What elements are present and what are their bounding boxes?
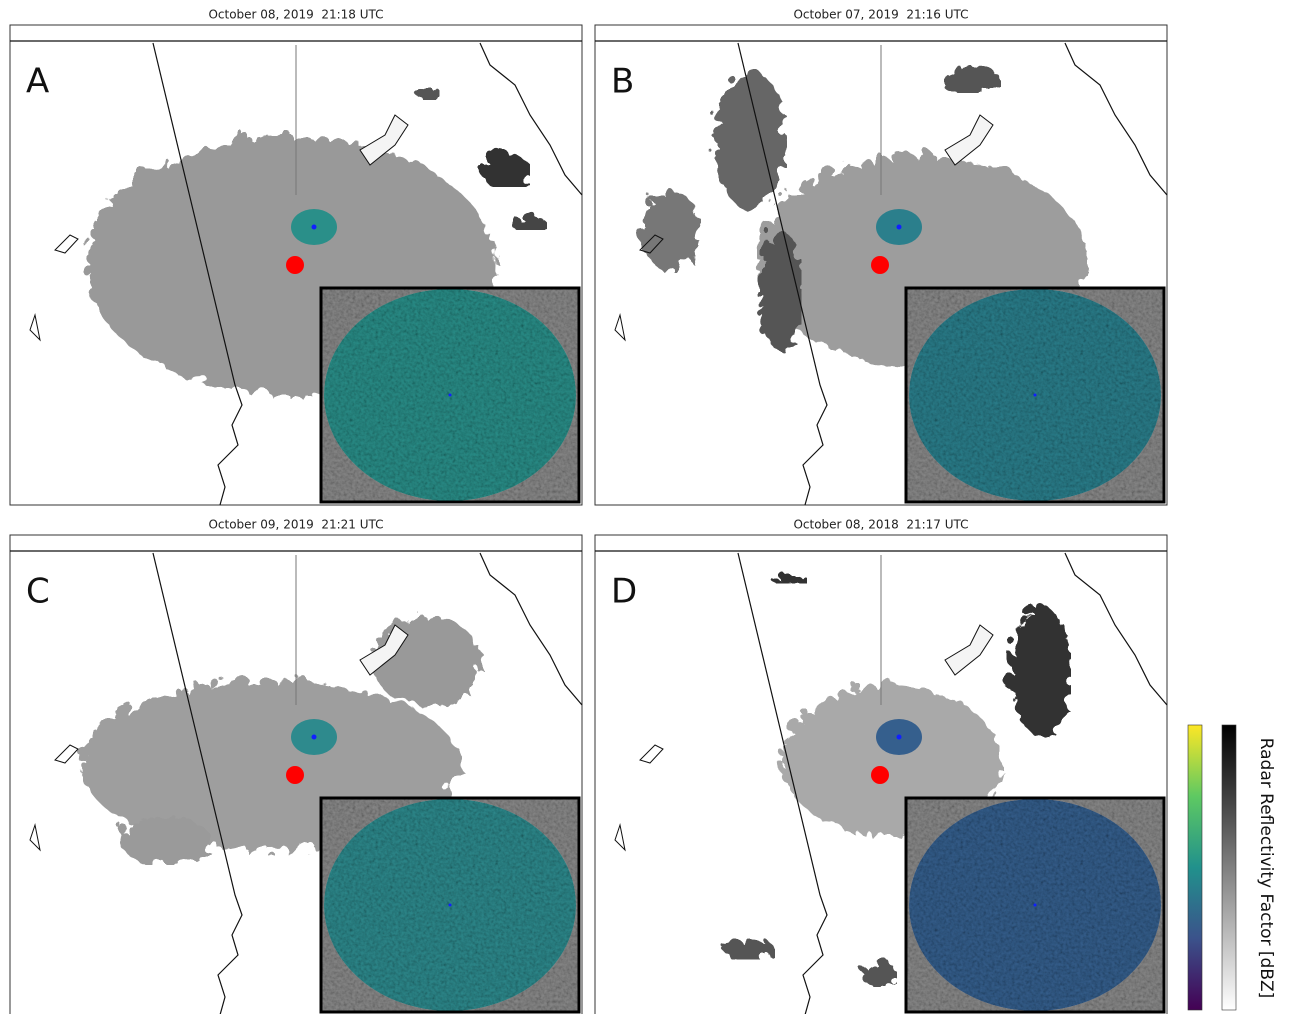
colorbar-greys: [1222, 725, 1236, 1010]
map-panel: October 07, 2019 21:16 UTC B: [595, 8, 1167, 506]
target-site: [871, 766, 889, 784]
map-panel: October 08, 2019 21:18 UTC A: [10, 8, 582, 506]
panel-letter: A: [26, 62, 49, 102]
inset: [906, 798, 1164, 1012]
colorbar-viridis: [1188, 725, 1202, 1010]
radar-cell: [935, 60, 995, 90]
radar-cell: [710, 65, 780, 205]
panel-title: October 08, 2019 21:18 UTC: [208, 8, 383, 22]
radar-cell: [115, 810, 205, 860]
inset: [321, 798, 579, 1012]
panel-title: October 07, 2019 21:16 UTC: [793, 8, 968, 22]
radar-site: [312, 735, 317, 740]
radar-cell: [507, 212, 543, 228]
radar-cell: [635, 185, 695, 265]
panel-title: October 09, 2019 21:21 UTC: [208, 518, 383, 532]
radar-site: [897, 225, 902, 230]
panel-letter: D: [611, 572, 637, 612]
radar-site: [897, 735, 902, 740]
target-site: [871, 256, 889, 274]
panel-letter: B: [611, 62, 634, 102]
radar-cell: [753, 225, 797, 345]
inset: [321, 288, 579, 502]
colorbar-label: Radar Reflectivity Factor [dBZ]: [1256, 738, 1276, 999]
colorbar: Radar Reflectivity Factor [dBZ]: [1188, 725, 1276, 1010]
map-panel: October 09, 2019 21:21 UTC C: [10, 518, 582, 1015]
radar-site: [312, 225, 317, 230]
inset-radar-site: [1034, 904, 1037, 907]
radar-cell: [857, 956, 893, 984]
radar-cell: [413, 82, 437, 98]
inset-radar-site: [449, 394, 452, 397]
radar-cell: [767, 568, 803, 582]
target-site: [286, 766, 304, 784]
inset-radar-site: [1034, 394, 1037, 397]
panel-letter: C: [26, 572, 50, 612]
radar-cell: [720, 933, 770, 957]
figure: Radar Reflectivity Factor [dBZ] October …: [0, 0, 1294, 1014]
radar-cell: [1005, 600, 1065, 730]
target-site: [286, 256, 304, 274]
map-panel: October 08, 2018 21:17 UTC D: [595, 518, 1167, 1015]
inset-radar-site: [449, 904, 452, 907]
radar-cell: [475, 147, 525, 183]
inset: [906, 288, 1164, 502]
panel-title: October 08, 2018 21:17 UTC: [793, 518, 968, 532]
